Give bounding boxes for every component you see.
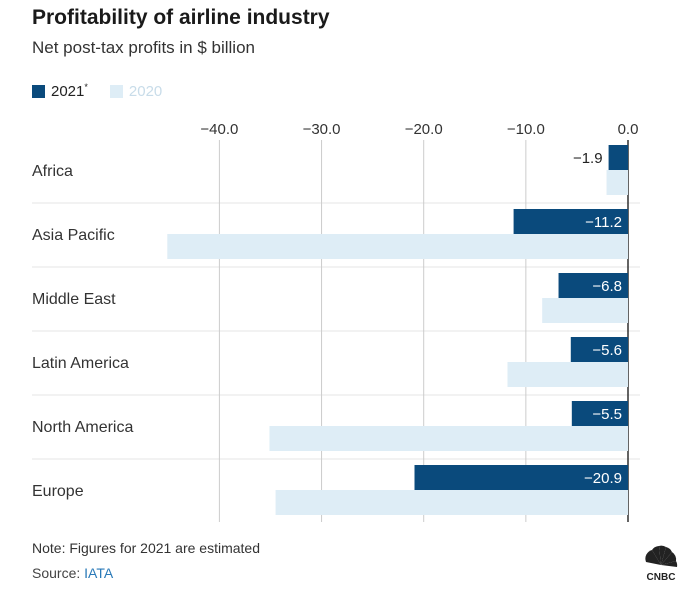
source-prefix: Source: [32, 565, 85, 581]
source-link[interactable]: IATA [84, 565, 114, 581]
bar-2021 [558, 273, 628, 298]
legend-swatch-2021 [32, 84, 45, 98]
legend-swatch-2020 [109, 84, 123, 98]
data-label-2021: −20.9 [584, 470, 622, 487]
bar-2021 [608, 145, 628, 170]
bar-2021 [414, 465, 628, 490]
legend: 2021* 2020 [32, 82, 184, 100]
bar-2020 [269, 426, 628, 451]
x-tick-label: 0.0 [618, 121, 639, 138]
data-label-2021: −11.2 [585, 214, 622, 231]
logo-text: CNBC [647, 572, 676, 583]
data-label-2021: −5.5 [592, 406, 622, 423]
bar-2021 [570, 337, 628, 362]
bar-2020 [167, 234, 628, 259]
legend-item-2021: 2021* [32, 82, 88, 100]
data-label-2021: −5.6 [592, 342, 622, 359]
x-tick-label: −40.0 [200, 121, 238, 138]
bar-chart: −40.0 −30.0 −20.0 −10.0 0.0 Africa −1.9 Asia Pa… [32, 121, 640, 522]
cnbc-logo-icon: CNBC [645, 545, 678, 583]
chart-subtitle: Net post-tax profits in $ billion [32, 38, 255, 57]
category-label: Latin America [32, 355, 129, 372]
bar-2020 [606, 170, 628, 195]
source-line: Source: IATA [32, 565, 113, 581]
data-label-2021: −6.8 [592, 278, 622, 295]
category-label: Africa [32, 163, 73, 180]
x-tick-label: −30.0 [303, 121, 341, 138]
footnote: Note: Figures for 2021 are estimated [32, 540, 261, 556]
category-label: North America [32, 419, 133, 436]
x-tick-label: −10.0 [507, 121, 545, 138]
bar-2020 [542, 298, 628, 323]
bar-2021 [513, 209, 628, 234]
bar-2020 [507, 362, 628, 387]
category-label: Asia Pacific [32, 227, 115, 244]
bar-2020 [275, 490, 628, 515]
bar-2021 [571, 401, 628, 426]
legend-label-2020: 2020 [128, 82, 163, 100]
category-label: Middle East [32, 291, 116, 308]
legend-item-2020: 2020 [109, 82, 163, 100]
category-label: Europe [32, 483, 84, 500]
chart-title: Profitability of airline industry [32, 6, 330, 29]
legend-label-2021: 2021* [51, 82, 88, 100]
x-tick-label: −20.0 [405, 121, 443, 138]
data-label-2021: −1.9 [573, 150, 603, 167]
